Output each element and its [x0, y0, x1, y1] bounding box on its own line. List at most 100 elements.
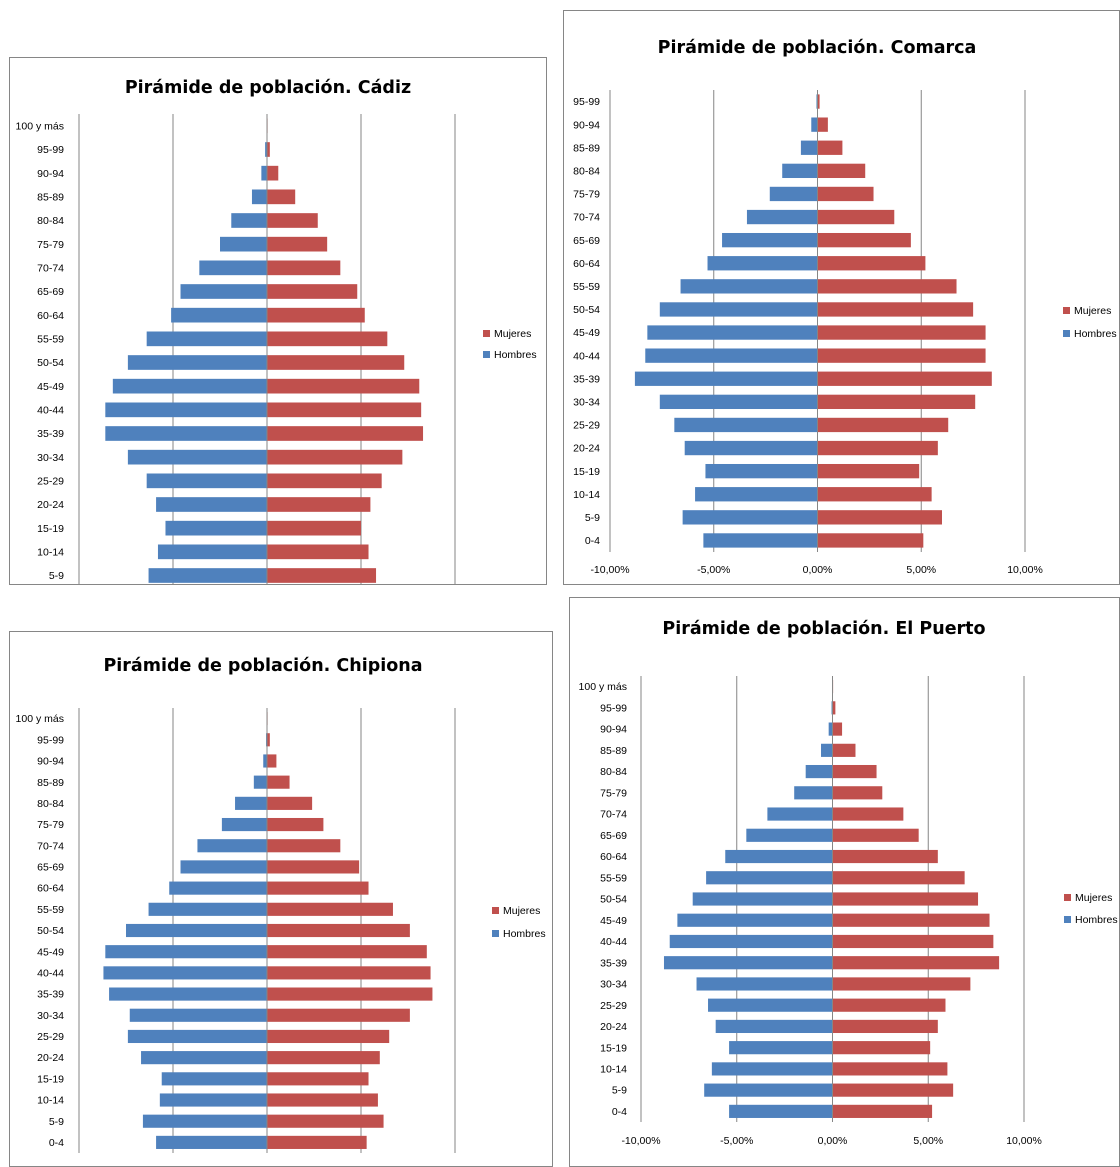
x-tick-label: 0,00% [252, 1165, 282, 1167]
category-label: 25-29 [573, 420, 600, 432]
bar-mujeres-60-64 [817, 256, 926, 271]
bar-hombres-70-74 [767, 807, 833, 821]
category-label: 45-49 [37, 946, 64, 958]
x-tick-label: 10,00% [1006, 1135, 1042, 1147]
bar-hombres-75-79 [220, 236, 267, 252]
category-label: 100 y más [16, 713, 64, 725]
pyramid-chart-comarca: Pirámide de población. Comarca 0-4 5-9 10-1… [573, 38, 1116, 576]
category-label: 75-79 [573, 189, 600, 201]
category-label: 80-84 [37, 798, 64, 810]
category-label: 75-79 [600, 787, 627, 799]
legend-swatch-hombres [1064, 916, 1071, 923]
category-label: 0-4 [49, 1137, 64, 1149]
category-label: 5-9 [585, 512, 600, 524]
bar-hombres-25-29 [674, 417, 818, 433]
bar-mujeres-25-29 [267, 1029, 390, 1044]
bar-mujeres-10-14 [817, 487, 932, 502]
bar-hombres-15-19 [729, 1041, 833, 1055]
category-label: 20-24 [600, 1021, 627, 1033]
bar-hombres-90-94 [261, 165, 267, 181]
category-label: 85-89 [37, 777, 64, 789]
category-label: 10-14 [37, 1095, 64, 1107]
bar-hombres-5-9 [704, 1083, 833, 1097]
bar-hombres-5-9 [682, 510, 818, 525]
category-label: 15-19 [573, 466, 600, 478]
bar-hombres-5-9 [148, 568, 267, 583]
bar-mujeres-70-74 [267, 839, 341, 853]
legend-swatch-mujeres [1064, 894, 1071, 901]
category-label: 95-99 [600, 702, 627, 714]
bar-hombres-50-54 [692, 892, 833, 906]
bar-hombres-80-84 [235, 796, 267, 810]
bar-mujeres-70-74 [832, 807, 904, 821]
bar-hombres-40-44 [645, 348, 818, 363]
bar-hombres-10-14 [157, 544, 267, 560]
legend-swatch-mujeres [492, 907, 499, 914]
bar-mujeres-40-44 [817, 348, 986, 363]
category-label: 65-69 [573, 235, 600, 247]
bar-hombres-60-64 [725, 849, 833, 864]
bar-mujeres-75-79 [267, 817, 324, 832]
bar-hombres-10-14 [159, 1093, 267, 1107]
bar-mujeres-65-69 [267, 284, 358, 299]
category-label: 40-44 [37, 404, 64, 416]
category-label: 25-29 [37, 475, 64, 487]
bar-mujeres-10-14 [267, 1093, 378, 1107]
bar-hombres-65-69 [746, 828, 833, 842]
category-label: 60-64 [37, 310, 64, 322]
category-label: 80-84 [37, 215, 64, 227]
bar-mujeres-50-54 [267, 355, 405, 370]
category-label: 45-49 [600, 915, 627, 927]
bar-mujeres-90-94 [832, 722, 843, 736]
bar-hombres-65-69 [180, 860, 267, 874]
bar-mujeres-50-54 [817, 302, 974, 317]
bar-hombres-75-79 [769, 186, 818, 202]
category-label: 95-99 [573, 96, 600, 108]
bar-hombres-80-84 [231, 213, 267, 228]
bar-mujeres-85-89 [267, 775, 290, 789]
bar-hombres-90-94 [263, 754, 267, 768]
bar-hombres-80-84 [805, 764, 833, 779]
bar-mujeres-95-99 [817, 94, 820, 109]
bar-mujeres-55-59 [832, 871, 965, 885]
legend-swatch-mujeres [483, 330, 490, 337]
chart-panel-chipiona: Pirámide de población. Chipiona 0-4 5-9 10-… [9, 631, 553, 1167]
bar-mujeres-0-4 [817, 533, 924, 548]
chart-title: Pirámide de población. El Puerto [662, 619, 985, 639]
x-tick-label: 5,00% [913, 1135, 943, 1147]
bar-mujeres-25-29 [267, 473, 382, 489]
bar-hombres-30-34 [659, 394, 818, 410]
bar-mujeres-65-69 [817, 232, 911, 248]
bar-hombres-60-64 [169, 881, 267, 895]
category-label: 20-24 [37, 499, 64, 511]
bar-hombres-70-74 [746, 209, 818, 225]
bar-mujeres-45-49 [832, 913, 990, 927]
bar-mujeres-55-59 [817, 279, 957, 294]
bar-mujeres-20-24 [817, 440, 938, 456]
bar-mujeres-35-39 [832, 956, 1000, 970]
bar-mujeres-90-94 [267, 165, 279, 181]
category-label: 55-59 [600, 872, 627, 884]
bar-mujeres-65-69 [832, 828, 919, 842]
category-label: 5-9 [49, 570, 64, 582]
bar-mujeres-75-79 [267, 236, 328, 252]
bar-mujeres-75-79 [817, 186, 874, 202]
bar-hombres-40-44 [669, 934, 833, 949]
bar-hombres-35-39 [663, 956, 833, 970]
bar-hombres-70-74 [199, 260, 267, 276]
category-label: 50-54 [573, 304, 600, 316]
bar-hombres-15-19 [161, 1072, 267, 1086]
x-tick-label: 0,00% [818, 1135, 848, 1147]
bar-mujeres-5-9 [267, 1114, 384, 1128]
bar-mujeres-85-89 [817, 140, 843, 155]
category-label: 55-59 [37, 333, 64, 345]
bar-hombres-55-59 [680, 279, 818, 294]
pyramid-chart-el-puerto: Pirámide de población. El Puerto 0-4 5-9 10… [579, 619, 1118, 1147]
category-label: 70-74 [37, 840, 64, 852]
category-label: 85-89 [37, 191, 64, 203]
legend-swatch-mujeres [1063, 307, 1070, 314]
x-tick-label: -5,00% [720, 1135, 753, 1147]
bar-hombres-55-59 [148, 902, 267, 916]
category-label: 0-4 [612, 1106, 627, 1118]
bar-hombres-30-34 [129, 1008, 267, 1022]
